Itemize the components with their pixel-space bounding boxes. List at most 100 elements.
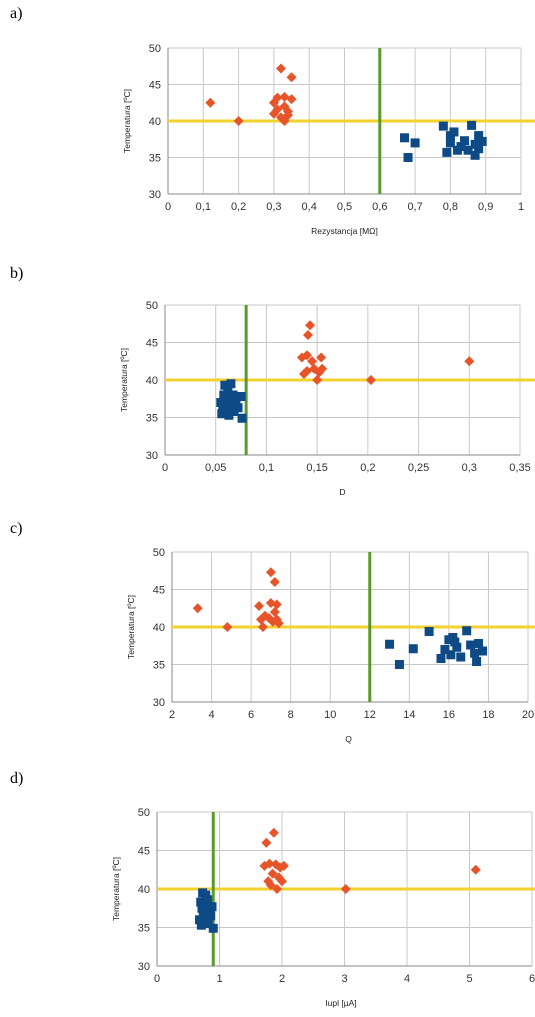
chart-b-point-square bbox=[222, 405, 232, 415]
chart-b-point-diamond bbox=[305, 320, 316, 331]
chart-a-x-tick-label: 0,7 bbox=[407, 201, 422, 213]
chart-b-x-tick-label: 0,1 bbox=[259, 462, 274, 474]
chart-c-point-square bbox=[452, 642, 462, 652]
chart-b-point-square bbox=[220, 380, 230, 390]
chart-d-point-diamond bbox=[277, 876, 287, 887]
chart-d-point-square bbox=[195, 915, 204, 925]
chart-b-point-square bbox=[225, 396, 235, 406]
chart-d-point-square bbox=[208, 923, 218, 933]
chart-c-x-tick-label: 8 bbox=[288, 709, 294, 721]
chart-c-x-tick-label: 14 bbox=[403, 709, 415, 721]
chart-b-point-square bbox=[233, 403, 243, 413]
chart-a-point-square bbox=[477, 136, 487, 146]
chart-c-point-diamond bbox=[192, 603, 203, 614]
chart-c-point-diamond bbox=[222, 622, 233, 632]
chart-d-point-diamond bbox=[470, 864, 481, 875]
chart-d-point-diamond bbox=[272, 884, 282, 894]
chart-a-point-square bbox=[438, 121, 448, 131]
chart-a-point-square bbox=[463, 145, 473, 155]
chart-d-x-tick-label: 2 bbox=[279, 973, 285, 985]
chart-a-point-square bbox=[456, 142, 466, 152]
chart-a-x-tick-label: 0 bbox=[165, 201, 171, 213]
chart-c-point-diamond bbox=[269, 577, 280, 587]
chart-c: 2 4 6 8 10 12 14 16 18 20 30 35 40 45 50 Q Temperatura [… bbox=[126, 547, 535, 744]
chart-b-x-axis-title: D bbox=[339, 487, 345, 497]
chart-b-x-tick-label: 0,25 bbox=[408, 462, 429, 474]
chart-b-x-tick-label: 0,2 bbox=[360, 462, 375, 474]
chart-b-y-tick-label: 30 bbox=[146, 450, 158, 462]
chart-a-point-diamond bbox=[286, 94, 297, 105]
chart-a-point-square bbox=[460, 136, 470, 146]
chart-a-y-tick-label: 35 bbox=[149, 153, 161, 165]
chart-a-point-square bbox=[470, 150, 480, 160]
chart-d-y-tick-label: 40 bbox=[138, 884, 150, 896]
chart-b: 0 0,05 0,1 0,15 0,2 0,25 0,3 0,35 30 35 40 45 50 D Tem… bbox=[119, 300, 535, 497]
chart-a-point-square bbox=[445, 138, 455, 148]
chart-a: 0 0,1 0,2 0,3 0,4 0,5 0,6 0,7 0,8 0,9 1 30 35 40 45 50 R… bbox=[122, 43, 535, 236]
chart-d-x-axis-title: Iupl [µA] bbox=[325, 998, 356, 1008]
chart-a-x-axis-title: Rezystancja [MΩ] bbox=[311, 226, 378, 236]
chart-c-point-square bbox=[456, 652, 466, 662]
chart-b-y-axis-title: Temperatura [ºC] bbox=[119, 348, 129, 412]
chart-c-point-square bbox=[408, 644, 418, 654]
chart-b-point-diamond bbox=[303, 330, 314, 340]
chart-c-point-square bbox=[446, 650, 456, 660]
chart-a-y-axis-title: Temperatura [ºC] bbox=[122, 89, 132, 153]
chart-b-point-square bbox=[226, 379, 236, 389]
chart-a-point-square bbox=[470, 139, 480, 149]
panel-c-label: c) bbox=[10, 520, 23, 537]
chart-c-x-tick-label: 4 bbox=[208, 709, 214, 721]
chart-a-point-diamond bbox=[279, 116, 290, 126]
chart-d-y-tick-label: 30 bbox=[138, 961, 150, 973]
chart-d-point-square bbox=[201, 890, 211, 900]
chart-a-point-square bbox=[442, 147, 452, 157]
chart-a-point-diamond bbox=[205, 97, 216, 108]
chart-a-x-tick-label: 0,5 bbox=[337, 201, 352, 213]
chart-c-point-square bbox=[466, 640, 476, 650]
chart-d-point-diamond bbox=[265, 880, 276, 891]
chart-a-x-tick-label: 0,8 bbox=[443, 201, 458, 213]
chart-d-point-diamond bbox=[278, 860, 289, 871]
chart-c-y-tick-label: 35 bbox=[153, 660, 165, 672]
chart-c-point-diamond bbox=[271, 599, 282, 610]
chart-a-x-tick-label: 0,4 bbox=[302, 201, 317, 213]
chart-d-point-diamond bbox=[261, 837, 272, 848]
chart-c-point-diamond bbox=[254, 601, 265, 611]
chart-c-point-diamond bbox=[265, 567, 276, 578]
chart-b-point-diamond bbox=[316, 352, 327, 363]
chart-c-x-tick-label: 18 bbox=[482, 709, 494, 721]
panel-d-label: d) bbox=[10, 770, 24, 787]
chart-a-point-diamond bbox=[233, 116, 244, 126]
chart-a-point-diamond bbox=[286, 72, 297, 83]
chart-c-point-diamond bbox=[269, 607, 280, 617]
chart-b-point-square bbox=[223, 386, 233, 396]
chart-b-point-diamond bbox=[312, 375, 323, 385]
chart-c-y-axis-title: Temperatura [ºC] bbox=[126, 595, 136, 659]
chart-c-point-square bbox=[424, 627, 434, 636]
chart-a-x-tick-label: 0,6 bbox=[372, 201, 387, 213]
chart-d-point-square bbox=[203, 895, 213, 905]
chart-a-point-square bbox=[449, 127, 459, 137]
chart-c-point-square bbox=[448, 633, 458, 642]
chart-c-point-square bbox=[436, 654, 446, 663]
chart-b-point-diamond bbox=[302, 350, 312, 361]
chart-b-point-diamond bbox=[317, 363, 328, 374]
chart-a-x-tick-label: 0,9 bbox=[478, 201, 493, 213]
chart-b-point-square bbox=[237, 413, 247, 423]
chart-a-x-tick-label: 0,3 bbox=[266, 201, 281, 213]
chart-b-point-square bbox=[228, 390, 238, 400]
chart-d-point-diamond bbox=[264, 858, 275, 869]
chart-d-x-tick-label: 6 bbox=[529, 973, 535, 985]
chart-c-point-square bbox=[385, 639, 395, 649]
chart-a-point-square bbox=[400, 133, 410, 143]
chart-b-x-tick-label: 0,35 bbox=[509, 462, 530, 474]
chart-a-point-diamond bbox=[272, 104, 283, 115]
chart-d-x-tick-label: 1 bbox=[216, 973, 222, 985]
chart-b-point-diamond bbox=[307, 356, 318, 367]
chart-d-point-diamond bbox=[268, 827, 279, 838]
chart-b-point-square bbox=[231, 398, 241, 407]
chart-c-point-square bbox=[394, 660, 404, 669]
chart-b-x-tick-label: 0,3 bbox=[462, 462, 477, 474]
chart-d-x-tick-label: 4 bbox=[404, 973, 410, 985]
